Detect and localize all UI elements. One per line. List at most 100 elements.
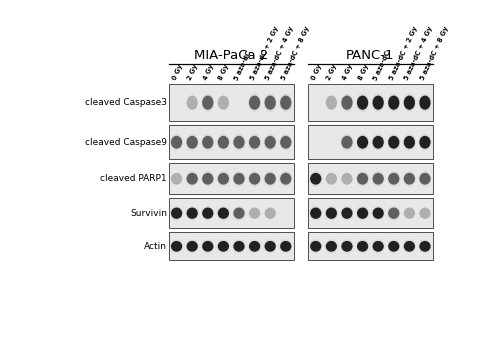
- Ellipse shape: [202, 171, 214, 186]
- Text: 4 Gy: 4 Gy: [203, 64, 215, 81]
- Ellipse shape: [280, 241, 291, 252]
- Ellipse shape: [326, 95, 337, 110]
- Text: 5 aza-dC: 5 aza-dC: [234, 50, 252, 81]
- Ellipse shape: [357, 207, 368, 219]
- Ellipse shape: [249, 136, 260, 149]
- Ellipse shape: [202, 134, 214, 151]
- Ellipse shape: [403, 239, 416, 253]
- Ellipse shape: [372, 93, 385, 112]
- Ellipse shape: [279, 239, 292, 253]
- Ellipse shape: [264, 171, 277, 186]
- Ellipse shape: [419, 239, 431, 253]
- Ellipse shape: [419, 95, 430, 110]
- Ellipse shape: [280, 136, 291, 149]
- Ellipse shape: [388, 207, 399, 219]
- Ellipse shape: [170, 134, 183, 151]
- Ellipse shape: [403, 93, 416, 112]
- Ellipse shape: [325, 239, 338, 253]
- Ellipse shape: [217, 134, 230, 151]
- Ellipse shape: [372, 136, 384, 149]
- Ellipse shape: [186, 171, 199, 186]
- Ellipse shape: [341, 134, 353, 151]
- Ellipse shape: [372, 207, 384, 219]
- Ellipse shape: [264, 241, 276, 252]
- Ellipse shape: [419, 93, 431, 112]
- Ellipse shape: [419, 136, 430, 149]
- Ellipse shape: [264, 239, 277, 253]
- Ellipse shape: [326, 173, 337, 185]
- Ellipse shape: [233, 173, 244, 185]
- Text: 5 aza-dC + 2 Gy: 5 aza-dC + 2 Gy: [249, 26, 279, 81]
- Ellipse shape: [309, 239, 322, 253]
- Ellipse shape: [171, 136, 182, 149]
- Text: 5 aza-dC + 4 Gy: 5 aza-dC + 4 Gy: [265, 26, 295, 81]
- Ellipse shape: [341, 136, 353, 149]
- Ellipse shape: [202, 207, 213, 219]
- Ellipse shape: [217, 171, 230, 186]
- Ellipse shape: [387, 239, 400, 253]
- Bar: [169, 163, 294, 194]
- Ellipse shape: [233, 136, 244, 149]
- Ellipse shape: [171, 207, 182, 219]
- Text: Actin: Actin: [144, 242, 167, 251]
- Ellipse shape: [248, 171, 261, 186]
- Ellipse shape: [309, 206, 322, 220]
- Ellipse shape: [419, 171, 431, 186]
- Ellipse shape: [249, 207, 260, 219]
- Text: cleaved Caspase3: cleaved Caspase3: [85, 98, 167, 107]
- Ellipse shape: [325, 206, 338, 220]
- Ellipse shape: [202, 95, 213, 110]
- Ellipse shape: [232, 206, 245, 220]
- Ellipse shape: [309, 171, 322, 186]
- Ellipse shape: [218, 207, 229, 219]
- Ellipse shape: [387, 134, 400, 151]
- Ellipse shape: [387, 93, 400, 112]
- Ellipse shape: [310, 241, 322, 252]
- Ellipse shape: [326, 241, 337, 252]
- Text: 4 Gy: 4 Gy: [342, 64, 354, 81]
- Ellipse shape: [186, 239, 199, 253]
- Text: Survivin: Survivin: [130, 209, 167, 218]
- Ellipse shape: [280, 95, 291, 110]
- Text: 5 aza-dC + 8 Gy: 5 aza-dC + 8 Gy: [420, 26, 450, 81]
- Ellipse shape: [218, 241, 229, 252]
- Ellipse shape: [279, 134, 292, 151]
- Bar: [169, 84, 294, 121]
- Ellipse shape: [356, 134, 369, 151]
- Ellipse shape: [372, 241, 384, 252]
- Text: PANC-1: PANC-1: [346, 49, 395, 62]
- Ellipse shape: [232, 171, 245, 186]
- Ellipse shape: [248, 239, 261, 253]
- Ellipse shape: [170, 239, 183, 253]
- Ellipse shape: [404, 136, 415, 149]
- Ellipse shape: [310, 207, 322, 219]
- Text: 8 Gy: 8 Gy: [357, 64, 369, 81]
- Ellipse shape: [217, 206, 230, 220]
- Ellipse shape: [171, 173, 182, 185]
- Text: 5 aza-dC + 2 Gy: 5 aza-dC + 2 Gy: [388, 26, 419, 81]
- Ellipse shape: [233, 241, 244, 252]
- Ellipse shape: [404, 241, 415, 252]
- Ellipse shape: [341, 241, 353, 252]
- Ellipse shape: [249, 95, 260, 110]
- Ellipse shape: [202, 241, 213, 252]
- Text: MIA-PaCa 2: MIA-PaCa 2: [194, 49, 268, 62]
- Ellipse shape: [357, 173, 368, 185]
- Ellipse shape: [186, 207, 198, 219]
- Ellipse shape: [341, 207, 353, 219]
- Bar: [308, 198, 433, 228]
- Ellipse shape: [372, 206, 385, 220]
- Ellipse shape: [372, 173, 384, 185]
- Text: 5 aza-dC: 5 aza-dC: [373, 50, 392, 81]
- Text: 2 Gy: 2 Gy: [187, 64, 199, 81]
- Ellipse shape: [264, 173, 276, 185]
- Ellipse shape: [170, 206, 183, 220]
- Ellipse shape: [372, 95, 384, 110]
- Ellipse shape: [357, 95, 368, 110]
- Ellipse shape: [202, 173, 213, 185]
- Ellipse shape: [341, 239, 353, 253]
- Ellipse shape: [388, 95, 399, 110]
- Ellipse shape: [357, 241, 368, 252]
- Ellipse shape: [232, 134, 245, 151]
- Bar: [308, 125, 433, 159]
